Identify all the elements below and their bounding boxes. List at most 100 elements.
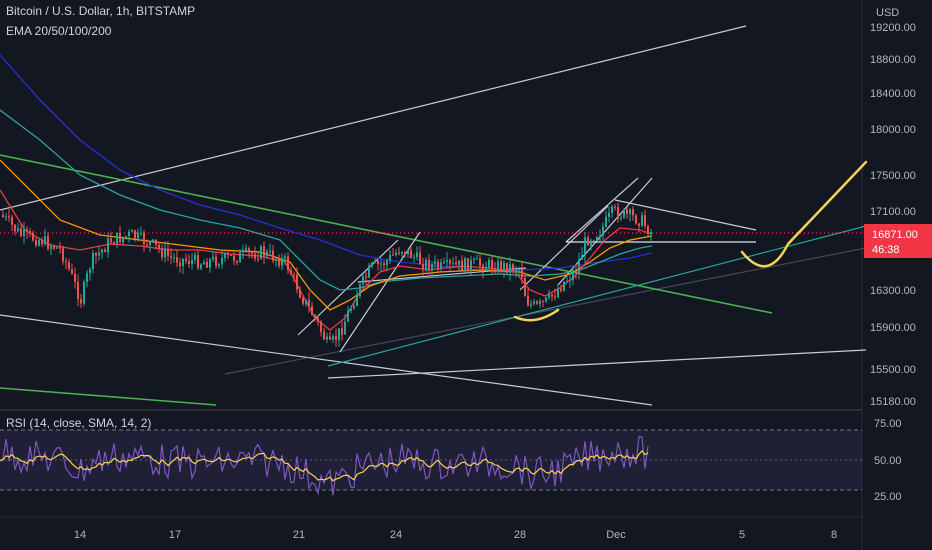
candle-body xyxy=(521,268,523,278)
lower-green-line[interactable] xyxy=(0,387,217,406)
candle-body xyxy=(242,250,244,253)
candle-body xyxy=(641,215,643,226)
candle-body xyxy=(221,258,223,265)
projection-drawings[interactable] xyxy=(513,160,868,322)
ema50-line[interactable] xyxy=(0,159,653,311)
candle-body xyxy=(326,336,328,340)
descending-green-trendline[interactable] xyxy=(0,154,773,314)
candle-body xyxy=(575,270,577,274)
candle-body xyxy=(503,262,505,271)
rsi-tick: 75.00 xyxy=(874,418,902,430)
candle-body xyxy=(188,260,190,264)
currency-label: USD xyxy=(876,7,899,19)
candle-body xyxy=(200,264,202,269)
ema200-line[interactable] xyxy=(0,54,653,271)
candle-body xyxy=(8,216,10,218)
candle-body xyxy=(146,244,148,246)
price-axis[interactable]: USD 19200.00 18800.00 18400.00 18000.00 … xyxy=(870,7,916,503)
candle-body xyxy=(263,246,265,257)
candle-body xyxy=(65,261,67,263)
candle-body xyxy=(95,252,97,256)
candle-body xyxy=(119,232,121,243)
candle-body xyxy=(479,258,481,266)
candle-body xyxy=(467,258,469,272)
projection-path[interactable] xyxy=(740,160,868,268)
candle-body xyxy=(89,269,91,274)
candle-body xyxy=(251,252,253,254)
candle-body xyxy=(647,225,649,235)
candle-body xyxy=(434,261,436,265)
candle-body xyxy=(236,260,238,263)
candle-body xyxy=(308,299,310,307)
candle-body xyxy=(368,265,370,278)
candle-body xyxy=(581,254,583,260)
candle-body xyxy=(542,300,544,302)
short-descending-line[interactable] xyxy=(614,199,757,231)
projection-arc-small[interactable] xyxy=(513,308,560,322)
symbol-legend[interactable]: Bitcoin / U.S. Dollar, 1h, BITSTAMP xyxy=(6,4,196,18)
candle-body xyxy=(347,311,349,322)
candle-body xyxy=(212,256,214,260)
candle-body xyxy=(302,297,304,304)
candle-body xyxy=(605,216,607,227)
channel-line-b3[interactable] xyxy=(565,177,639,243)
candle-body xyxy=(407,249,409,255)
faint-support-line[interactable] xyxy=(224,247,867,375)
candle-body xyxy=(623,209,625,218)
candle-body xyxy=(359,284,361,296)
candle-body xyxy=(173,257,175,259)
ascending-teal-trendline[interactable] xyxy=(327,225,867,367)
time-axis[interactable]: 14 17 21 24 28 Dec 5 8 xyxy=(74,529,837,541)
channel-line-b2[interactable] xyxy=(557,177,653,286)
candle-body xyxy=(449,260,451,264)
candle-body xyxy=(551,294,553,297)
candle-body xyxy=(590,240,592,246)
indicator-legend[interactable]: EMA 20/50/100/200 xyxy=(6,24,112,38)
drawing-lines[interactable] xyxy=(0,25,867,406)
rsi-legend[interactable]: RSI (14, close, SMA, 14, 2) xyxy=(6,416,152,430)
candle-body xyxy=(398,252,400,254)
candle-body xyxy=(506,262,508,273)
candle-body xyxy=(218,264,220,266)
time-tick: 28 xyxy=(514,529,526,541)
rsi-line[interactable] xyxy=(0,435,649,496)
candle-body xyxy=(29,231,31,233)
candle-body xyxy=(26,229,28,232)
candle-body xyxy=(500,261,502,271)
candle-body xyxy=(626,209,628,214)
candle-body xyxy=(512,264,514,271)
candle-body xyxy=(497,261,499,273)
candle-body xyxy=(284,256,286,259)
candle-body xyxy=(11,217,13,225)
candle-body xyxy=(620,217,622,219)
candle-body xyxy=(167,248,169,256)
candle-body xyxy=(23,229,25,236)
price-pane[interactable] xyxy=(0,0,862,408)
candle-body xyxy=(455,262,457,265)
rsi-signal-line[interactable] xyxy=(0,449,649,482)
candle-body xyxy=(158,244,160,249)
price-tick: 16300.00 xyxy=(870,285,916,297)
candle-body xyxy=(482,265,484,272)
candle-body xyxy=(2,215,4,217)
candle-body xyxy=(269,250,271,252)
time-tick: 14 xyxy=(74,529,86,541)
candle-body xyxy=(593,240,595,242)
price-tick: 17100.00 xyxy=(870,206,916,218)
candle-body xyxy=(650,232,652,235)
upper-channel-line[interactable] xyxy=(0,25,747,211)
candle-body xyxy=(356,295,358,306)
candle-body xyxy=(77,281,79,300)
candle-body xyxy=(494,269,496,273)
candle-body xyxy=(473,258,475,261)
horizontal-support-line[interactable] xyxy=(327,349,867,379)
lower-descending-line[interactable] xyxy=(0,314,653,406)
candle-body xyxy=(458,260,460,265)
candle-body xyxy=(185,258,187,261)
candlestick-series[interactable] xyxy=(2,202,652,347)
candle-body xyxy=(422,264,424,270)
channel-line-a2[interactable] xyxy=(339,231,421,353)
candle-body xyxy=(278,259,280,266)
price-tick: 15180.00 xyxy=(870,396,916,408)
